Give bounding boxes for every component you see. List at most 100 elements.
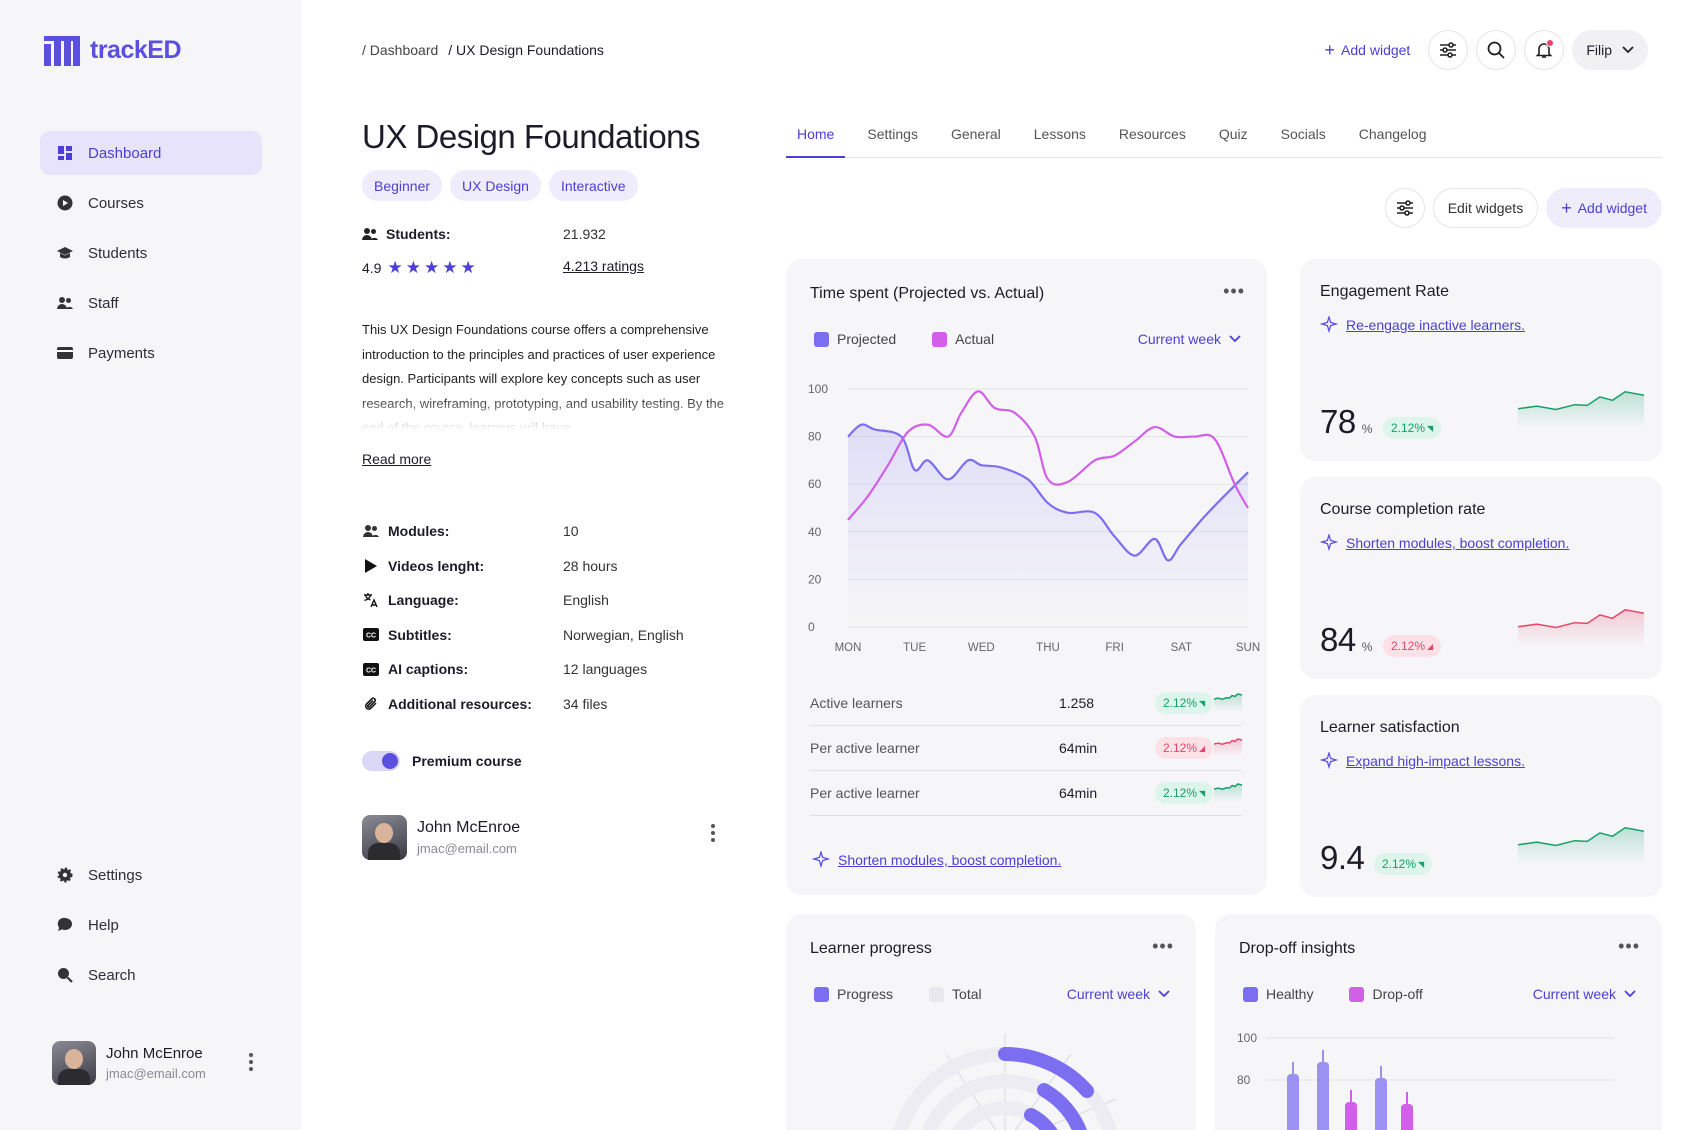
sidebar-item-settings[interactable]: Settings [40,853,262,897]
tab-socials[interactable]: Socials [1280,126,1326,142]
sidebar-item-students[interactable]: Students [40,231,262,275]
star-icon: ★ [442,258,458,277]
time-spent-card: Time spent (Projected vs. Actual) ••• Pr… [786,259,1267,895]
sliders-icon [1440,42,1457,58]
ai-suggestion-link[interactable]: Re-engage inactive learners. [1320,316,1525,334]
sidebar-item-search[interactable]: Search [40,953,262,997]
detail-label: AI captions: [388,661,469,678]
change-value: 2.12% [1382,857,1417,871]
more-icon[interactable]: ••• [1223,281,1245,301]
arrow-up-icon: ◥ [1199,788,1206,798]
kpi-title: Learner satisfaction [1320,719,1460,736]
ratings-link[interactable]: 4.213 ratings [563,258,644,274]
cc-icon: CC [362,660,380,678]
kpi-card: Engagement Rate Re-engage inactive learne… [1300,259,1662,461]
add-widget-button[interactable]: + Add widget [1546,188,1662,228]
tab-home[interactable]: Home [786,114,846,158]
gear-icon [56,866,74,884]
sidebar-item-dashboard[interactable]: Dashboard [40,131,262,175]
metric-label: Active learners [810,695,903,711]
owner-email: jmac@email.com [417,841,517,856]
sidebar-user[interactable]: John McEnroe jmac@email.com [52,1041,206,1085]
detail-row: Additional resources: 34 files [362,687,732,722]
detail-value: English [563,592,609,609]
change-badge: 2.12% ◥ [1383,417,1442,439]
user-menu-button[interactable]: Filip [1572,30,1648,70]
ai-suggestion-link[interactable]: Shorten modules, boost completion. [812,851,1061,869]
kpi-unit: % [1361,640,1373,654]
owner-menu-kebab-icon[interactable] [710,823,716,847]
candle-bar [1317,1062,1329,1130]
users-icon [56,294,74,312]
logo-icon [44,36,80,66]
card-title: Learner progress [810,940,932,957]
tab-resources[interactable]: Resources [1118,126,1186,142]
ai-suggestion-link[interactable]: Shorten modules, boost completion. [1320,534,1569,552]
breadcrumb: / Dashboard / UX Design Foundations [362,42,604,58]
legend-label: Drop-off [1372,986,1423,1002]
users-icon [362,228,378,240]
change-badge: 2.12% ◢ [1155,737,1214,759]
tab-lessons[interactable]: Lessons [1033,126,1086,142]
dropoff-chart: 80 100 [1237,1031,1615,1130]
detail-row: Videos lenght: 28 hours [362,549,732,584]
period-dropdown[interactable]: Current week [1138,331,1241,347]
course-owner[interactable]: John McEnroe jmac@email.com [362,815,520,860]
ai-suggestion-link[interactable]: Expand high-impact lessons. [1320,752,1525,770]
kpi-value-group: 78% [1320,403,1372,441]
tab-general[interactable]: General [950,126,1001,142]
read-more-link[interactable]: Read more [362,451,432,467]
period-label: Current week [1137,331,1221,347]
y-tick-label: 40 [808,525,822,539]
tag[interactable]: UX Design [450,170,541,201]
tag[interactable]: Interactive [548,170,638,201]
detail-row: Modules: 10 [362,514,732,549]
user-menu-name: Filip [1586,42,1612,58]
breadcrumb-current: / UX Design Foundations [448,42,604,58]
notification-dot [1546,39,1555,47]
sidebar-item-label: Students [88,244,148,262]
legend-total: Total [929,986,982,1002]
breadcrumb-dashboard[interactable]: / Dashboard [362,42,439,58]
sidebar-item-staff[interactable]: Staff [40,281,262,325]
premium-toggle[interactable] [362,751,400,771]
star-icon: ★ [423,258,440,277]
widget-filter-button[interactable] [1384,188,1425,228]
sidebar-item-label: Help [88,916,119,934]
detail-value: 10 [563,523,579,540]
premium-row: Premium course [362,751,522,771]
detail-row: Language: English [362,583,732,618]
notifications-button[interactable] [1524,30,1565,70]
tag[interactable]: Beginner [362,170,443,201]
period-dropdown[interactable]: Current week [1533,986,1636,1002]
add-widget-link[interactable]: + Add widget [1325,41,1411,59]
period-dropdown[interactable]: Current week [1067,986,1170,1002]
tab-settings[interactable]: Settings [867,126,918,142]
course-details: Modules: 10 Videos lenght: 28 hours Language… [362,514,732,721]
legend-label: Healthy [1266,986,1314,1002]
edit-widgets-button[interactable]: Edit widgets [1432,188,1539,228]
tab-changelog[interactable]: Changelog [1358,126,1427,142]
user-menu-kebab-icon[interactable] [248,1052,254,1076]
learner-progress-card: Learner progress ••• Progress Total Curr… [786,914,1196,1130]
x-tick-label: FRI [1105,642,1124,654]
search-button[interactable] [1476,30,1517,70]
sidebar-item-help[interactable]: Help [40,903,262,947]
filter-button[interactable] [1428,30,1469,70]
radial-progress-chart [893,1034,1117,1130]
x-tick-label: MON [835,642,862,654]
chart-legend: Healthy Drop-off [1243,986,1423,1002]
add-widget-label: Add widget [1577,200,1647,216]
arrow-up-icon: ◥ [1418,859,1425,869]
more-icon[interactable]: ••• [1618,936,1640,956]
logo[interactable]: trackED [44,34,182,66]
sparkline [1213,692,1243,715]
students-value: 21.932 [563,226,606,242]
sidebar-item-payments[interactable]: Payments [40,331,262,375]
tab-quiz[interactable]: Quiz [1218,126,1248,142]
more-icon[interactable]: ••• [1152,936,1174,956]
arrow-down-icon: ◢ [1427,641,1434,651]
sidebar-item-courses[interactable]: Courses [40,181,262,225]
dropoff-card: Drop-off insights ••• Healthy Drop-off C… [1215,914,1662,1130]
user-name: John McEnroe [106,1045,203,1062]
